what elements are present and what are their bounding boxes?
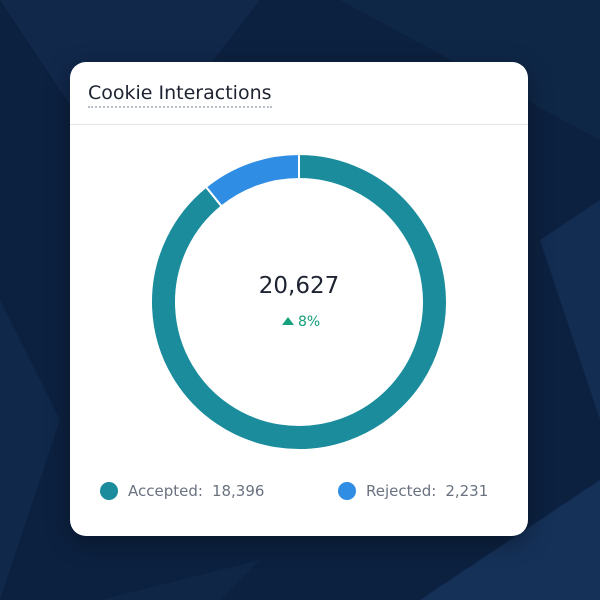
legend-item: Rejected 2,231 xyxy=(338,482,488,500)
legend-item: Accepted 18,396 xyxy=(100,482,264,500)
card-header: Cookie Interactions xyxy=(70,62,528,125)
donut-segment xyxy=(204,152,300,208)
legend-label: Rejected xyxy=(366,482,436,500)
total-value: 20,627 xyxy=(259,273,339,299)
change-value: 8% xyxy=(298,314,320,330)
card-title: Cookie Interactions xyxy=(88,82,272,108)
legend-value: 18,396 xyxy=(211,482,265,500)
legend-swatch xyxy=(338,482,356,500)
legend-swatch xyxy=(100,482,118,500)
up-arrow xyxy=(282,317,294,325)
donut-segment xyxy=(150,152,448,451)
legend-value: 2,231 xyxy=(445,482,489,500)
donut-chart: 20,627 8% xyxy=(150,152,448,451)
card: Cookie Interactions 20,627 8% Accepted 1… xyxy=(70,62,528,536)
legend-label: Accepted xyxy=(128,482,203,500)
